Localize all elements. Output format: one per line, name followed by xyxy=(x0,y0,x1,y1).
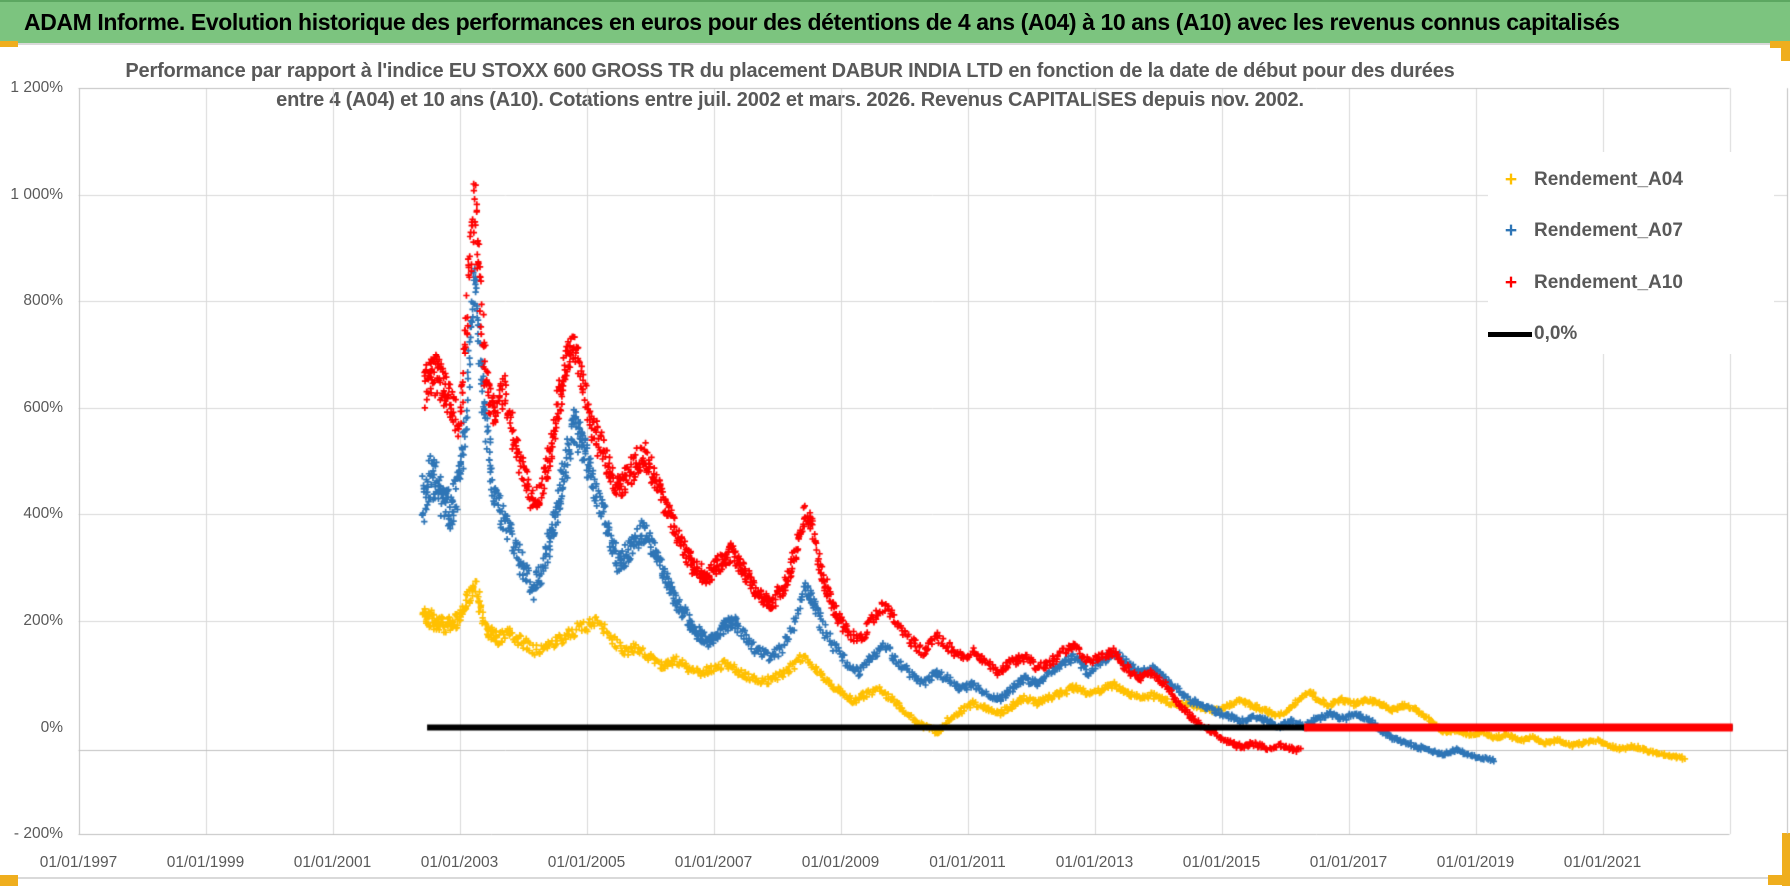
legend-item-rendement-a04: + Rendement_A04 xyxy=(1488,160,1774,200)
y-axis-label: 200% xyxy=(23,611,63,629)
y-axis-label: 1 000% xyxy=(10,185,63,203)
y-axis-label: 600% xyxy=(23,398,63,416)
x-axis-label: 01/01/2003 xyxy=(420,854,499,871)
legend-label: Rendement_A04 xyxy=(1534,169,1683,190)
legend-label: 0,0% xyxy=(1534,323,1578,344)
y-axis-label: 1 200% xyxy=(10,79,63,97)
y-axis-label: 800% xyxy=(23,292,63,310)
x-axis-label: 01/01/2017 xyxy=(1309,854,1388,871)
legend-label: Rendement_A07 xyxy=(1534,220,1683,241)
plus-marker-icon: + xyxy=(1504,168,1518,191)
x-axis-label: 01/01/2009 xyxy=(801,854,880,871)
x-axis-label: 01/01/2007 xyxy=(674,854,753,871)
x-axis-label: 01/01/2005 xyxy=(547,854,626,871)
y-axis-label: - 200% xyxy=(13,825,63,843)
x-axis-label: 01/01/2001 xyxy=(293,854,372,871)
plus-marker-icon: + xyxy=(1504,271,1518,294)
legend-item-rendement-a10: + Rendement_A10 xyxy=(1488,263,1774,303)
x-axis-label: 01/01/1999 xyxy=(166,854,245,871)
x-axis-label: 01/01/2021 xyxy=(1563,854,1642,871)
x-axis-label: 01/01/1997 xyxy=(39,854,118,871)
x-axis-label: 01/01/2011 xyxy=(929,854,1006,871)
x-axis-label: 01/01/2019 xyxy=(1436,854,1515,871)
legend-item-rendement-a07: + Rendement_A07 xyxy=(1488,211,1774,251)
y-axis-label: 0% xyxy=(40,718,63,736)
y-axis-label: 400% xyxy=(23,505,63,523)
chart-legend: + Rendement_A04 + Rendement_A07 + Rendem… xyxy=(1488,152,1774,354)
legend-label: Rendement_A10 xyxy=(1534,272,1683,293)
legend-item-zero-line: 0,0% xyxy=(1488,314,1774,354)
x-axis-label: 01/01/2013 xyxy=(1055,854,1134,871)
black-line-icon xyxy=(1488,331,1532,337)
plus-marker-icon: + xyxy=(1504,219,1518,242)
x-axis-label: 01/01/2015 xyxy=(1182,854,1261,871)
